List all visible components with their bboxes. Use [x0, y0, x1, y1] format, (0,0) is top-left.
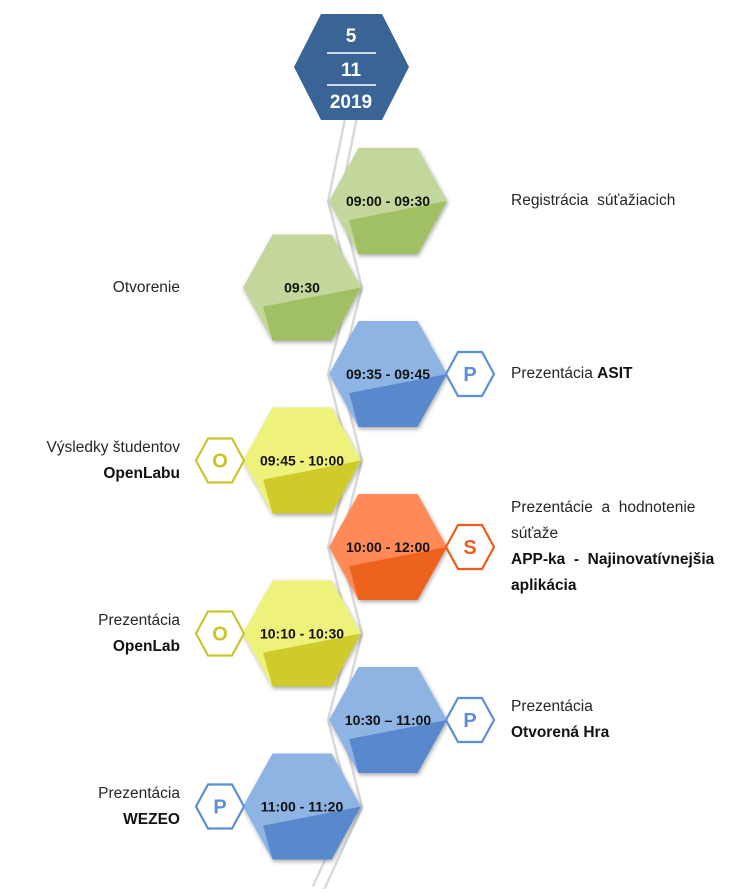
description-line: Otvorenie: [6, 275, 180, 301]
event-title: Otvorenie: [112, 278, 180, 296]
event-title: súťaže: [511, 525, 559, 542]
badge-hexagon: [444, 523, 496, 571]
badge-letter: S: [463, 537, 476, 559]
event-title: Prezentácia: [98, 611, 180, 629]
event-title: Výsledky študentov: [46, 438, 180, 456]
badge-hexagon: [444, 350, 496, 398]
event-item: 09:35 - 09:45 P: [329, 321, 496, 427]
description-line: súťaže: [511, 521, 726, 547]
badge-hexagon: [444, 696, 496, 744]
event-item: 10:10 - 10:30 O: [194, 580, 361, 687]
event-item: 09:30: [243, 234, 361, 341]
event-subject: APP-ka - Najinovatívnejšia: [511, 551, 715, 568]
event-badge: S: [444, 523, 496, 571]
badge-letter: P: [463, 710, 476, 732]
badge-letter: P: [213, 797, 226, 819]
event-badge: P: [194, 783, 246, 830]
event-time: 10:10 - 10:30: [260, 626, 344, 642]
event-hexagon-facet: [349, 374, 447, 427]
date-year: 2019: [330, 92, 372, 113]
schedule-events: 09:00 - 09:30 09:30 09:35 - 09:45 P 09:45 - …: [194, 148, 496, 860]
description-line: Výsledky študentov: [6, 435, 180, 461]
event-item: 10:00 - 12:00 S: [329, 494, 496, 600]
event-badge: O: [194, 437, 246, 484]
event-time: 09:00 - 09:30: [346, 193, 430, 209]
event-description: Prezentácia ASIT: [511, 361, 726, 387]
event-hexagon-facet: [263, 806, 361, 860]
event-description: Prezentácie a hodnotenie súťaže APP-ka - N…: [511, 495, 726, 599]
badge-letter: O: [212, 451, 228, 473]
badge-letter: P: [463, 364, 476, 386]
date-header-hexagon: 5 11 2019: [294, 14, 409, 120]
description-line: APP-ka - Najinovatívnejšia: [511, 547, 726, 573]
event-subject: WEZEO: [123, 810, 180, 828]
event-hexagon-facet: [349, 720, 447, 773]
event-title: Registrácia súťažiacich: [511, 192, 676, 209]
description-line: Prezentácie a hodnotenie: [511, 495, 726, 521]
event-subject: aplikácia: [511, 577, 577, 594]
description-line: WEZEO: [6, 807, 180, 833]
description-line: OpenLabu: [6, 461, 180, 487]
event-description: Otvorenie: [6, 275, 180, 301]
badge-letter: O: [212, 624, 228, 646]
description-line: OpenLab: [6, 634, 180, 660]
event-time: 09:45 - 10:00: [260, 453, 344, 469]
description-line: Prezentácia ASIT: [511, 361, 726, 387]
event-hexagon-facet: [263, 460, 361, 514]
date-hexagon-shape: [294, 14, 409, 120]
description-line: Otvorená Hra: [511, 720, 726, 746]
description-line: Prezentácia: [511, 694, 726, 720]
event-description: Registrácia súťažiacich: [511, 188, 726, 214]
date-day: 5: [346, 26, 357, 47]
event-time: 09:30: [284, 280, 320, 296]
event-title: Prezentácia: [511, 365, 598, 382]
event-badge: O: [194, 610, 246, 657]
event-title: Prezentácia: [98, 784, 180, 802]
event-time: 10:00 - 12:00: [346, 539, 430, 555]
event-hexagon-facet: [263, 633, 361, 687]
event-hexagon-facet: [349, 547, 447, 600]
event-badge: P: [444, 350, 496, 398]
description-line: Prezentácia: [6, 781, 180, 807]
event-subject: ASIT: [597, 365, 633, 382]
event-description: Prezentácia Otvorená Hra: [511, 694, 726, 746]
event-description: Prezentácia OpenLab: [6, 608, 180, 660]
event-time: 09:35 - 09:45: [346, 366, 430, 382]
event-description: Prezentácia WEZEO: [6, 781, 180, 833]
badge-hexagon: [194, 437, 246, 484]
connector-line: [313, 117, 361, 891]
event-time: 10:30 – 11:00: [345, 712, 432, 728]
event-title: Prezentácie a hodnotenie: [511, 499, 696, 516]
zigzag-connector: [311, 116, 364, 892]
date-month: 11: [341, 60, 362, 81]
event-item: 10:30 – 11:00 P: [329, 667, 496, 773]
event-item: 09:00 - 09:30: [329, 148, 447, 254]
event-hexagon-facet: [349, 201, 447, 254]
event-time: 11:00 - 11:20: [261, 799, 344, 815]
event-subject: OpenLab: [112, 637, 180, 655]
badge-hexagon: [194, 783, 246, 830]
badge-hexagon: [194, 610, 246, 657]
event-subject: Otvorená Hra: [511, 724, 610, 741]
event-hexagon-facet: [263, 287, 361, 341]
event-title: Prezentácia: [511, 698, 593, 715]
event-item: 11:00 - 11:20 P: [194, 753, 361, 860]
description-line: aplikácia: [511, 573, 726, 599]
event-item: 09:45 - 10:00 O: [194, 407, 361, 514]
description-line: Registrácia súťažiacich: [511, 188, 726, 214]
event-badge: P: [444, 696, 496, 744]
event-subject: OpenLabu: [103, 464, 180, 482]
event-description: Výsledky študentov OpenLabu: [6, 435, 180, 487]
description-line: Prezentácia: [6, 608, 180, 634]
